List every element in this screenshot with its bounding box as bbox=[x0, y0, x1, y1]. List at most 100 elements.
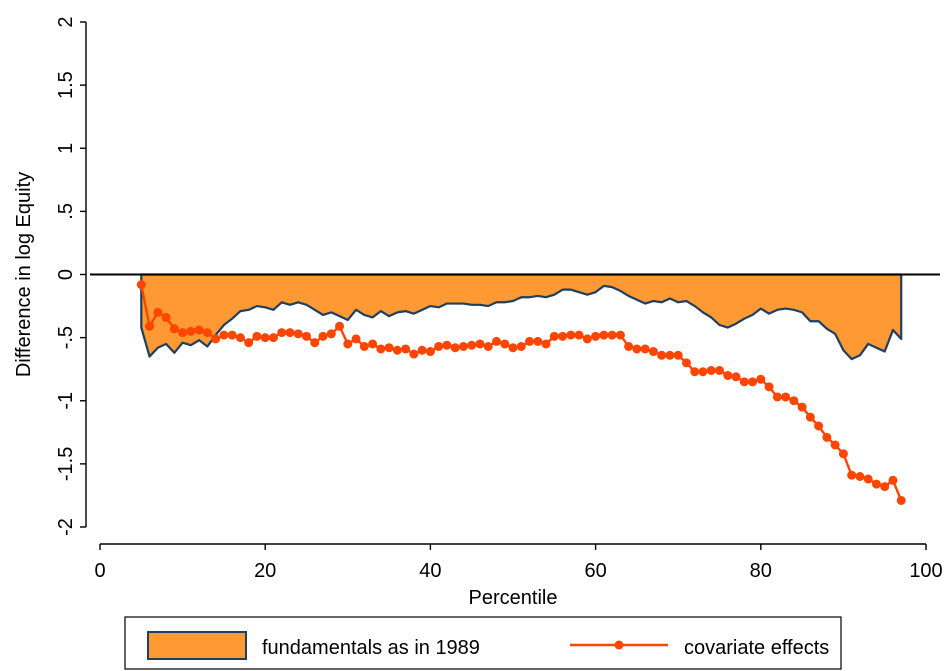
x-tick-label: 60 bbox=[584, 560, 606, 582]
point-covariate-effects bbox=[442, 340, 452, 350]
point-covariate-effects bbox=[558, 331, 568, 341]
point-covariate-effects bbox=[822, 432, 832, 442]
point-covariate-effects bbox=[591, 331, 601, 341]
point-covariate-effects bbox=[632, 344, 642, 354]
point-covariate-effects bbox=[277, 328, 287, 338]
point-covariate-effects bbox=[145, 321, 155, 331]
point-covariate-effects bbox=[657, 350, 667, 360]
y-tick-label: .5 bbox=[55, 203, 77, 220]
point-covariate-effects bbox=[748, 377, 758, 387]
y-tick-label: -2 bbox=[55, 518, 77, 536]
point-covariate-effects bbox=[888, 475, 898, 485]
line-series bbox=[136, 280, 906, 505]
point-covariate-effects bbox=[797, 402, 807, 412]
point-covariate-effects bbox=[153, 307, 163, 317]
point-covariate-effects bbox=[458, 341, 468, 351]
point-covariate-effects bbox=[161, 312, 171, 322]
point-covariate-effects bbox=[582, 334, 592, 344]
y-tick-label: -1 bbox=[55, 392, 77, 410]
x-tick-label: 0 bbox=[94, 560, 105, 582]
point-covariate-effects bbox=[516, 341, 526, 351]
point-covariate-effects bbox=[351, 334, 361, 344]
point-covariate-effects bbox=[235, 333, 245, 343]
point-covariate-effects bbox=[756, 374, 766, 384]
y-tick-label: 2 bbox=[55, 16, 77, 27]
point-covariate-effects bbox=[260, 333, 270, 343]
point-covariate-effects bbox=[648, 347, 658, 357]
point-covariate-effects bbox=[326, 329, 336, 339]
point-covariate-effects bbox=[268, 333, 278, 343]
point-covariate-effects bbox=[491, 336, 501, 346]
point-covariate-effects bbox=[549, 331, 559, 341]
point-covariate-effects bbox=[607, 330, 617, 340]
legend-label-covariate: covariate effects bbox=[684, 637, 829, 659]
point-covariate-effects bbox=[772, 392, 782, 402]
point-covariate-effects bbox=[847, 470, 857, 480]
point-covariate-effects bbox=[219, 330, 229, 340]
point-covariate-effects bbox=[715, 365, 724, 375]
x-tick-label: 20 bbox=[254, 560, 276, 582]
point-covariate-effects bbox=[227, 330, 237, 340]
point-covariate-effects bbox=[706, 365, 716, 375]
y-tick-label: 1.5 bbox=[55, 71, 77, 99]
y-axis-title: Difference in log Equity bbox=[13, 172, 35, 377]
y-tick-label: 0 bbox=[55, 269, 77, 280]
point-covariate-effects bbox=[574, 330, 584, 340]
point-covariate-effects bbox=[302, 331, 311, 341]
point-covariate-effects bbox=[838, 449, 848, 459]
point-covariate-effects bbox=[508, 343, 518, 353]
point-covariate-effects bbox=[359, 341, 369, 351]
point-covariate-effects bbox=[566, 330, 576, 340]
point-covariate-effects bbox=[739, 377, 749, 387]
area-series bbox=[140, 273, 903, 361]
x-tick-label: 100 bbox=[909, 560, 942, 582]
x-tick-label: 40 bbox=[419, 560, 441, 582]
point-covariate-effects bbox=[814, 421, 824, 431]
point-covariate-effects bbox=[343, 339, 353, 349]
area-fundamentals bbox=[140, 273, 903, 361]
point-covariate-effects bbox=[764, 382, 774, 392]
legend-area-swatch bbox=[147, 631, 247, 660]
point-covariate-effects bbox=[665, 350, 675, 360]
axes: -2-1.5-1-.50.511.520 20 40 60 80 100 bbox=[55, 16, 943, 582]
point-covariate-effects bbox=[202, 328, 212, 338]
point-covariate-effects bbox=[409, 349, 419, 359]
legend: fundamentals as in 1989 covariate effect… bbox=[124, 616, 842, 670]
point-covariate-effects bbox=[871, 479, 881, 489]
point-covariate-effects bbox=[376, 344, 386, 354]
point-covariate-effects bbox=[830, 440, 840, 450]
point-covariate-effects bbox=[525, 336, 535, 346]
y-tick-label: 1 bbox=[55, 143, 77, 154]
point-covariate-effects bbox=[285, 328, 295, 338]
point-covariate-effects bbox=[384, 343, 394, 353]
point-covariate-effects bbox=[417, 345, 427, 355]
point-covariate-effects bbox=[244, 338, 254, 348]
point-covariate-effects bbox=[731, 372, 741, 382]
point-covariate-effects bbox=[368, 339, 378, 349]
point-covariate-effects bbox=[467, 340, 477, 350]
legend-label-fundamentals: fundamentals as in 1989 bbox=[262, 637, 480, 659]
point-covariate-effects bbox=[673, 350, 683, 360]
point-covariate-effects bbox=[401, 344, 411, 354]
point-covariate-effects bbox=[855, 472, 865, 481]
point-covariate-effects bbox=[450, 343, 460, 353]
point-covariate-effects bbox=[896, 495, 906, 505]
point-covariate-effects bbox=[690, 367, 700, 377]
point-covariate-effects bbox=[186, 326, 196, 336]
point-covariate-effects bbox=[681, 358, 691, 368]
point-covariate-effects bbox=[434, 341, 444, 351]
point-covariate-effects bbox=[781, 392, 791, 402]
point-covariate-effects bbox=[500, 339, 510, 349]
x-axis-title: Percentile bbox=[469, 587, 558, 609]
point-covariate-effects bbox=[178, 328, 188, 338]
point-covariate-effects bbox=[475, 339, 485, 349]
point-covariate-effects bbox=[211, 334, 221, 344]
legend-line-marker bbox=[614, 640, 624, 650]
point-covariate-effects bbox=[194, 325, 204, 335]
point-covariate-effects bbox=[425, 347, 435, 357]
point-covariate-effects bbox=[252, 331, 262, 341]
point-covariate-effects bbox=[541, 339, 551, 349]
point-covariate-effects bbox=[169, 324, 179, 334]
point-covariate-effects bbox=[789, 396, 799, 406]
